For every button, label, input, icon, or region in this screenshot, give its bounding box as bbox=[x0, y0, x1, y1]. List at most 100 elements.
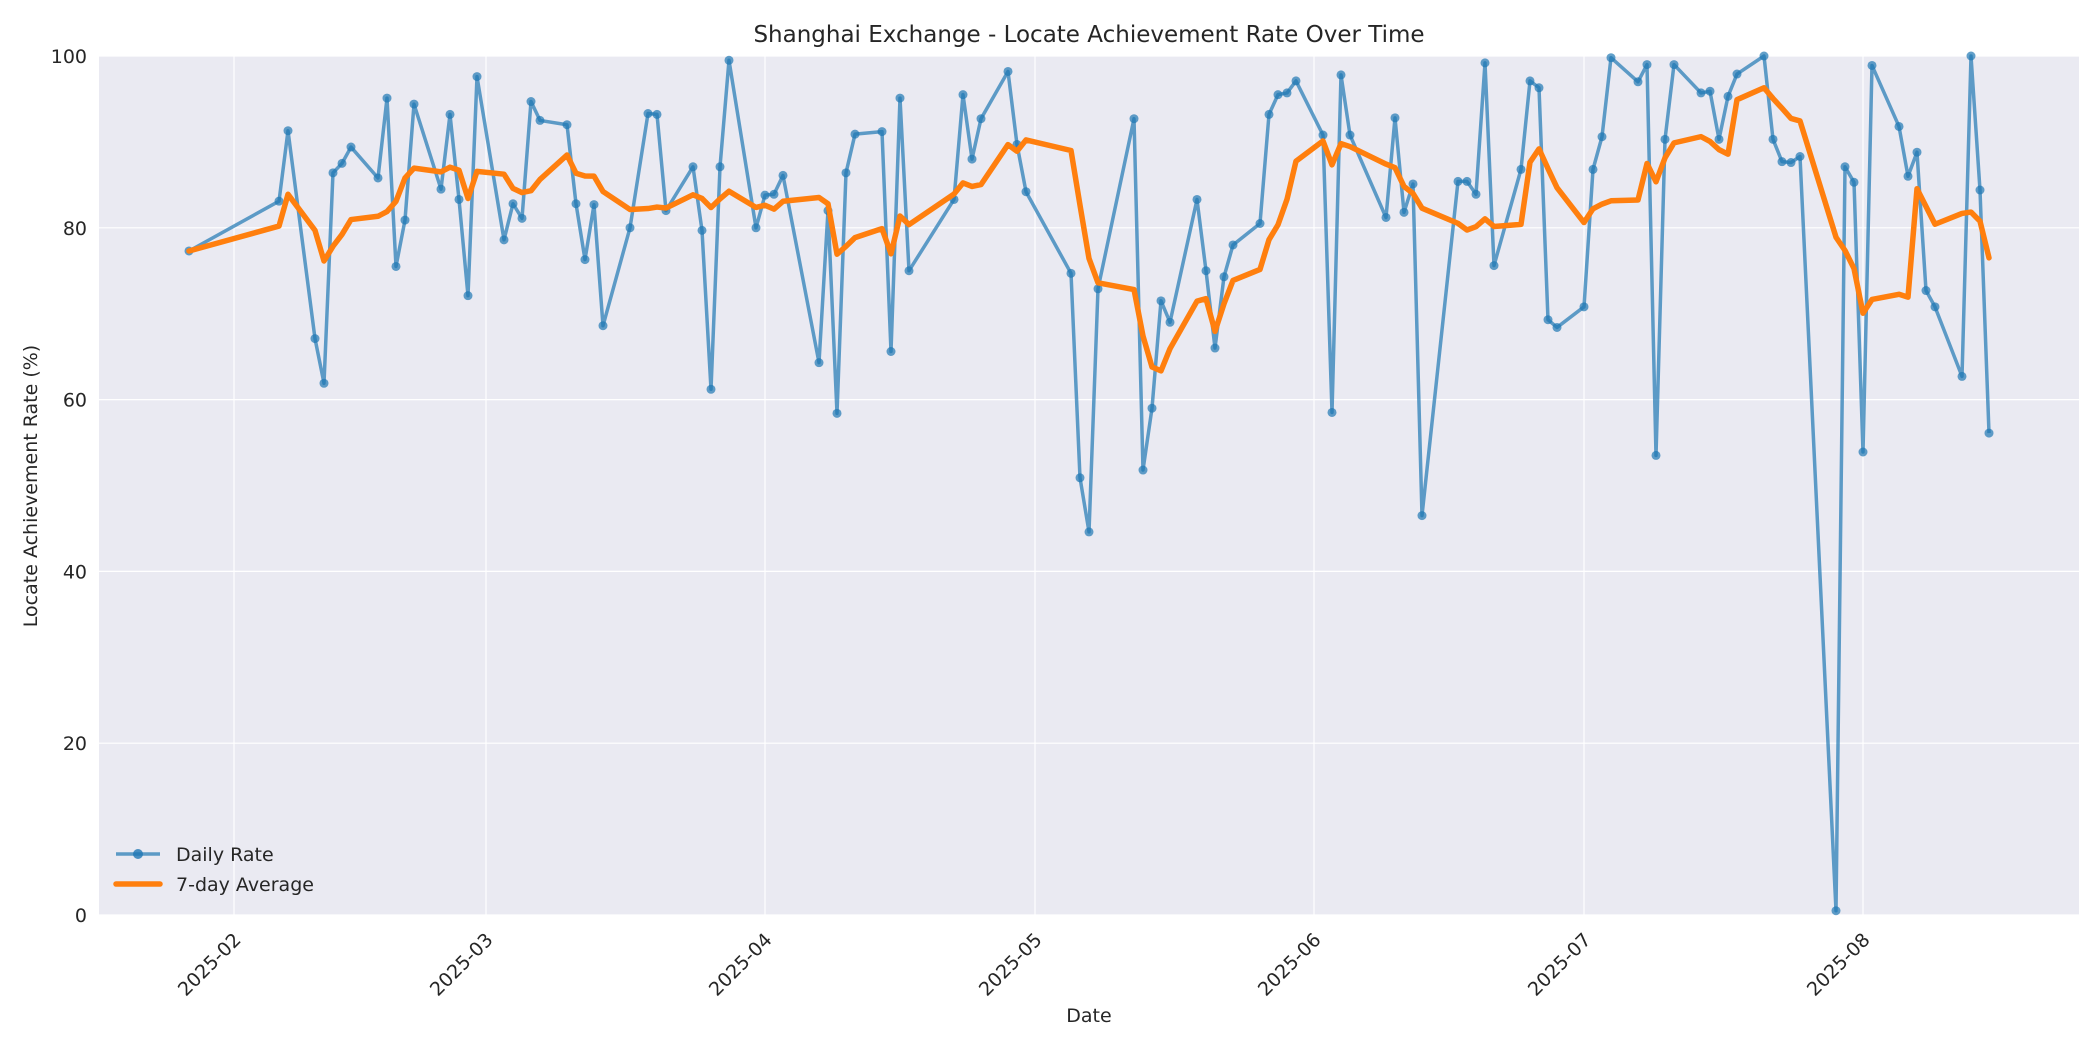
data-point-marker bbox=[1930, 302, 1940, 312]
data-point-marker bbox=[1453, 176, 1463, 186]
data-point-marker bbox=[1480, 58, 1490, 68]
data-point-marker bbox=[1957, 371, 1967, 381]
data-point-marker bbox=[400, 215, 410, 225]
data-point-marker bbox=[877, 127, 887, 137]
data-point-marker bbox=[1327, 407, 1337, 417]
data-point-marker bbox=[1165, 317, 1175, 327]
data-point-marker bbox=[1417, 511, 1427, 521]
x-axis-ticks: 2025-02 2025-03 2025-04 2025-05 2025-06 2025-… bbox=[174, 929, 1875, 1001]
data-point-marker bbox=[1588, 164, 1598, 174]
data-point-marker bbox=[643, 109, 653, 119]
data-point-marker bbox=[1516, 164, 1526, 174]
data-point-marker bbox=[1138, 465, 1148, 475]
data-point-marker bbox=[274, 196, 284, 206]
data-point-marker bbox=[1966, 51, 1976, 61]
data-point-marker bbox=[454, 194, 464, 204]
data-point-marker bbox=[1858, 447, 1868, 457]
legend: Daily Rate 7-day Average bbox=[113, 844, 314, 896]
data-point-marker bbox=[1543, 315, 1553, 325]
data-point-marker bbox=[850, 129, 860, 139]
data-point-marker bbox=[1921, 286, 1931, 296]
data-point-marker bbox=[1912, 147, 1922, 157]
y-axis-ticks: 0 20 40 60 80 100 bbox=[51, 46, 87, 927]
data-point-marker bbox=[1192, 194, 1202, 204]
data-point-marker bbox=[1786, 158, 1796, 168]
legend-daily-marker-icon bbox=[133, 849, 143, 859]
data-point-marker bbox=[1534, 83, 1544, 93]
y-tick-label: 100 bbox=[51, 46, 87, 68]
data-point-marker bbox=[967, 154, 977, 164]
data-point-marker bbox=[598, 321, 608, 331]
data-point-marker bbox=[1696, 88, 1706, 98]
data-point-marker bbox=[1768, 134, 1778, 144]
data-point-marker bbox=[1408, 179, 1418, 189]
data-point-marker bbox=[1201, 266, 1211, 276]
data-point-marker bbox=[1867, 60, 1877, 70]
data-point-marker bbox=[886, 346, 896, 356]
y-axis-label: Locate Achievement Rate (%) bbox=[20, 345, 42, 627]
data-point-marker bbox=[391, 261, 401, 271]
data-point-marker bbox=[895, 93, 905, 103]
data-point-marker bbox=[760, 190, 770, 200]
data-point-marker bbox=[1759, 51, 1769, 61]
data-point-marker bbox=[337, 158, 347, 168]
y-tick-label: 0 bbox=[75, 905, 87, 927]
data-point-marker bbox=[976, 114, 986, 124]
data-point-marker bbox=[1471, 189, 1481, 199]
data-point-marker bbox=[1714, 134, 1724, 144]
y-tick-label: 60 bbox=[63, 390, 87, 412]
data-point-marker bbox=[1021, 187, 1031, 197]
data-point-marker bbox=[688, 162, 698, 172]
data-point-marker bbox=[724, 55, 734, 65]
data-point-marker bbox=[1903, 171, 1913, 181]
x-tick-label: 2025-07 bbox=[1524, 929, 1596, 1001]
data-point-marker bbox=[652, 109, 662, 119]
data-point-marker bbox=[346, 142, 356, 152]
data-point-marker bbox=[1849, 177, 1859, 187]
data-point-marker bbox=[706, 384, 716, 394]
data-point-marker bbox=[697, 225, 707, 235]
data-point-marker bbox=[1705, 86, 1715, 96]
data-point-marker bbox=[832, 408, 842, 418]
data-point-marker bbox=[1606, 53, 1616, 63]
data-point-marker bbox=[1291, 76, 1301, 86]
data-point-marker bbox=[589, 200, 599, 210]
data-point-marker bbox=[283, 126, 293, 136]
legend-average-label: 7-day Average bbox=[176, 874, 314, 896]
data-point-marker bbox=[1552, 322, 1562, 332]
data-point-marker bbox=[814, 358, 824, 368]
x-tick-label: 2025-02 bbox=[174, 929, 246, 1001]
data-point-marker bbox=[499, 235, 509, 245]
data-point-marker bbox=[841, 168, 851, 178]
data-point-marker bbox=[1732, 69, 1742, 79]
data-point-marker bbox=[1462, 176, 1472, 186]
data-point-marker bbox=[1336, 70, 1346, 80]
data-point-marker bbox=[1273, 90, 1283, 100]
data-point-marker bbox=[409, 99, 419, 109]
data-point-marker bbox=[1075, 473, 1085, 483]
data-point-marker bbox=[1723, 91, 1733, 101]
data-point-marker bbox=[535, 115, 545, 125]
data-point-marker bbox=[1390, 113, 1400, 123]
data-point-marker bbox=[382, 93, 392, 103]
legend-daily-label: Daily Rate bbox=[176, 844, 274, 866]
x-axis-label: Date bbox=[1066, 1005, 1111, 1027]
data-point-marker bbox=[778, 170, 788, 180]
data-point-marker bbox=[1003, 66, 1013, 76]
data-point-marker bbox=[445, 109, 455, 119]
data-point-marker bbox=[1219, 272, 1229, 282]
data-point-marker bbox=[904, 266, 914, 276]
data-point-marker bbox=[1831, 906, 1841, 916]
data-point-marker bbox=[328, 168, 338, 178]
data-point-marker bbox=[1156, 296, 1166, 306]
seven-day-average-series bbox=[186, 85, 1992, 374]
data-point-marker bbox=[472, 72, 482, 82]
data-point-marker bbox=[580, 255, 590, 265]
data-point-marker bbox=[1525, 76, 1535, 86]
data-point-marker bbox=[1084, 527, 1094, 537]
data-point-marker bbox=[1489, 261, 1499, 271]
x-tick-label: 2025-08 bbox=[1803, 929, 1875, 1001]
data-point-marker bbox=[508, 199, 518, 209]
data-point-marker bbox=[1093, 284, 1103, 294]
